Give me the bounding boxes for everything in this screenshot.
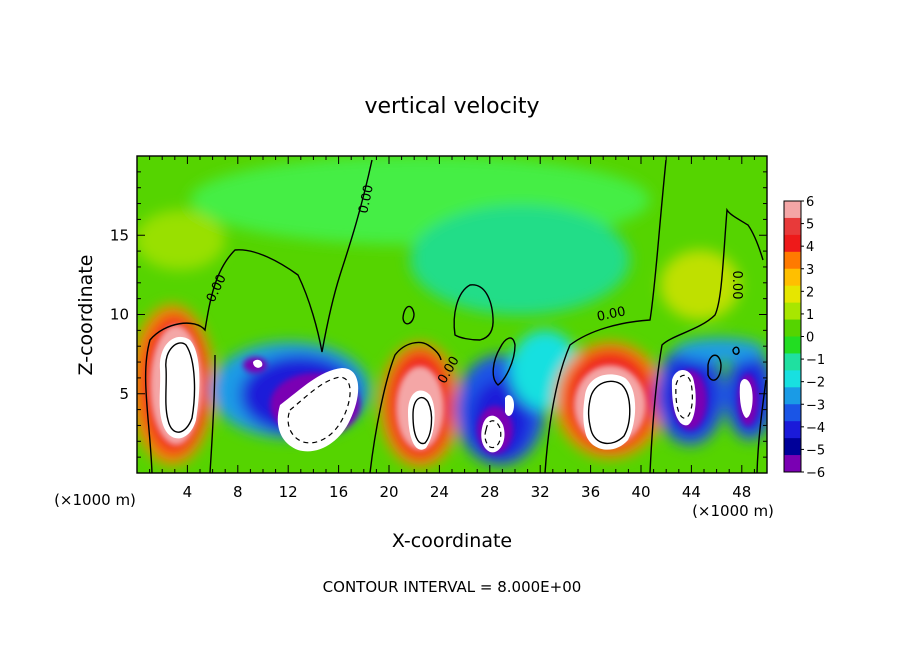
colorbar-label: −3 (806, 398, 825, 413)
core-downdraft-1 (277, 368, 359, 452)
y-tick-label: 5 (119, 385, 129, 403)
colorbar-swatch (784, 319, 801, 337)
upper-yellow-patch-left (137, 210, 225, 270)
velocity-field: 0.00 0.00 0.00 0.00 0.00 (137, 156, 767, 473)
colorbar-swatch (784, 370, 801, 388)
core-small-2 (253, 359, 263, 368)
zero-contour-lower-left (209, 354, 216, 473)
x-tick-label: 44 (682, 483, 701, 501)
zero-contour-center (453, 284, 494, 341)
zero-contour-small-1 (402, 305, 415, 325)
x-tick-label: 24 (430, 483, 449, 501)
saturated-cores (159, 336, 753, 453)
y-axis: 5 10 15 (110, 155, 767, 474)
colorbar-label: −6 (806, 466, 825, 481)
colorbar-swatch (784, 234, 801, 253)
contour-label-4: 0.00 (596, 304, 627, 325)
contour-label-2: 0.00 (356, 184, 377, 215)
x-unit-right: (×1000 m) (692, 502, 774, 520)
zero-contour-right-mid (544, 159, 667, 473)
colorbar-swatch (784, 201, 801, 219)
chart-title: vertical velocity (364, 94, 539, 119)
x-tick-label: 8 (233, 483, 243, 501)
core-downdraft-4 (739, 378, 753, 418)
x-axis: 4 8 12 16 20 24 28 32 36 40 44 48 (136, 156, 768, 501)
colorbar-label: 3 (806, 263, 814, 278)
x-tick-label: 12 (279, 483, 298, 501)
colorbar-swatch (784, 217, 801, 236)
upper-cyan-wash (410, 205, 630, 315)
x-tick-label: 32 (531, 483, 550, 501)
core-updraft-1 (159, 336, 200, 439)
colorbar-swatch (784, 438, 801, 456)
colorbar-label: −2 (806, 376, 825, 391)
colorbar-swatch (784, 285, 801, 304)
core-downdraft-3 (671, 369, 696, 426)
colorbar-label: −1 (806, 353, 825, 368)
x-unit-left: (×1000 m) (54, 491, 136, 509)
y-tick-label: 15 (110, 226, 129, 244)
x-tick-label: 16 (329, 483, 348, 501)
dashed-contours (287, 374, 693, 449)
colorbar-swatch (784, 455, 801, 473)
colorbar-swatch (784, 404, 801, 422)
upper-yellow-patch-right (660, 250, 740, 320)
zero-contour-small-2 (492, 337, 516, 386)
x-tick-label: 4 (183, 483, 193, 501)
x-tick-label: 28 (480, 483, 499, 501)
zero-contour-mid (369, 341, 442, 473)
colorbar: 6 5 4 3 2 1 0 −1 −2 −3 −4 −5 −6 (783, 195, 825, 481)
contour-interval-note: CONTOUR INTERVAL = 8.000E+00 (323, 578, 582, 596)
core-contour-updraft-3 (587, 380, 631, 445)
colorbar-swatch (784, 302, 801, 321)
contour-label-5: 0.00 (729, 271, 744, 300)
x-axis-label: X-coordinate (392, 530, 512, 552)
x-tick-label: 20 (379, 483, 398, 501)
colorbar-label: 5 (806, 218, 814, 233)
colorbar-swatch (784, 387, 801, 405)
colorbar-label: 6 (806, 195, 814, 210)
y-axis-label: Z-coordinate (75, 255, 97, 376)
x-tick-label: 48 (732, 483, 751, 501)
zero-contour-lower-right (756, 379, 767, 473)
dashed-contour-downdraft-2 (484, 420, 502, 449)
colorbar-label: 0 (806, 331, 814, 346)
x-tick-label: 36 (581, 483, 600, 501)
y-tick-label: 10 (110, 306, 129, 324)
zero-contour-small-4 (732, 346, 740, 355)
core-updraft-3 (583, 374, 636, 450)
zero-contour-small-3 (707, 354, 722, 381)
x-tick-label: 40 (631, 483, 650, 501)
core-contour-updraft-1 (165, 342, 196, 433)
zero-contours (144, 159, 767, 473)
lower-blue-strip (675, 338, 765, 362)
colorbar-label: 2 (806, 285, 814, 300)
colorbar-label: 1 (806, 308, 814, 323)
colorbar-label: −4 (806, 421, 825, 436)
dashed-contour-downdraft-3 (675, 374, 693, 419)
zero-contour-main (144, 159, 373, 473)
colorbar-label: 4 (806, 240, 814, 255)
colorbar-swatch (784, 268, 801, 287)
core-small-1 (505, 395, 514, 416)
core-contour-updraft-2 (412, 396, 433, 445)
colorbar-swatch (784, 251, 801, 270)
colorbar-label: −5 (806, 443, 825, 458)
colorbar-swatch (784, 353, 801, 371)
colorbar-swatch (784, 336, 801, 354)
colorbar-swatch (784, 421, 801, 439)
zero-contour-far-right (649, 207, 764, 473)
